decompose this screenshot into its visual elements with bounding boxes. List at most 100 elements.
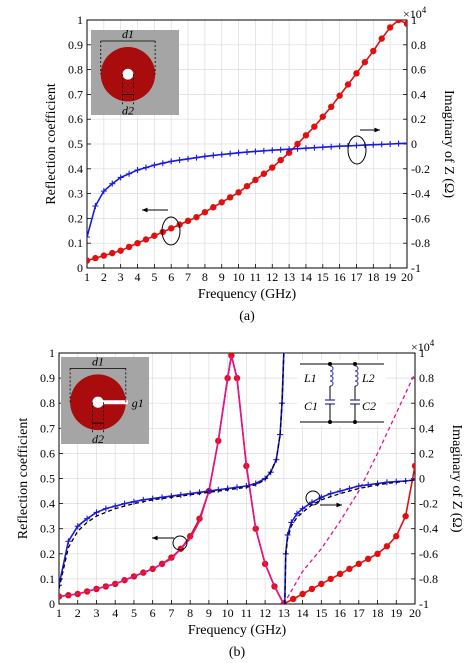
x-tick-label: 13 [283,270,295,284]
data-point [227,150,234,157]
x-tick-label: 11 [241,606,253,620]
x-tick-label: 14 [297,606,309,620]
circuit-node [328,362,332,366]
y-tick-label: 0.8 [68,63,83,77]
data-point [176,157,183,164]
y-tick-label: 0.5 [40,472,55,486]
data-point [159,228,166,236]
y-tick-label: 0.9 [68,38,83,52]
data-point [84,515,91,522]
circuit-node [353,362,357,366]
data-point [235,189,242,196]
data-point [159,160,166,167]
y2-tick-label: -1 [411,261,421,275]
y-tick-label: 0 [77,261,83,275]
y-tick-label: 0.1 [68,236,83,250]
x-tick-label: 4 [112,606,118,620]
data-point [383,479,390,486]
axis-indicator-arrow-head [152,535,158,541]
y-tick-label: 0 [49,597,55,611]
x-tick-label: 10 [222,606,234,620]
y2-tick-label: -0.8 [419,572,438,586]
data-point [327,490,334,497]
data-point [243,182,251,190]
data-point [196,489,203,496]
panel-b: 1 2 3 4 5 6 7 8 9 10 11 12 13 14 15 16 17 18 19 2000.10.20.… [16,338,464,660]
series-0 [87,20,407,264]
x-tick-label: 9 [206,606,212,620]
data-point [355,483,362,490]
data-point [404,140,407,147]
data-point [364,555,372,563]
inductor-symbol [329,365,334,387]
x-tick-label: 16 [334,606,346,620]
data-point [395,20,402,24]
data-point [277,146,284,153]
y2-tick-label: -0.2 [411,162,430,176]
series-2 [283,372,415,604]
data-point [243,483,250,490]
data-point [177,491,184,498]
data-point [327,575,334,583]
data-point [210,152,217,159]
data-point [294,145,301,152]
y-tick-label: 0.6 [40,446,55,460]
x-tick-label: 15 [317,270,329,284]
data-point [374,480,381,487]
y-tick-label: 0.3 [40,522,55,536]
data-point [235,149,242,156]
y2-tick-label: 0.6 [411,63,426,77]
x-tick-label: 7 [185,270,191,284]
y2-tick-label: 1 [419,346,425,360]
y2-tick-label: -0.4 [411,187,430,201]
y2-tick-label: 0.8 [419,371,434,385]
panel-a: 1 2 3 4 5 6 7 8 9 10 11 12 13 14 15 16 17 18 19 2000.10.20.… [44,5,456,324]
y2-tick-label: 0.6 [419,396,434,410]
y2-multiplier-exponent: 4 [430,338,435,348]
data-point [185,155,192,162]
y-tick-label: 0.8 [40,396,55,410]
data-point [218,199,225,206]
inset-slot [97,400,128,405]
x-tick-label: 8 [202,270,208,284]
data-point [252,148,259,155]
data-point [193,154,200,161]
inductor-symbol [354,365,359,387]
series-marker-circle [305,490,321,506]
data-point [130,498,137,505]
data-point [387,141,394,147]
y2-tick-label: -0.8 [411,236,430,250]
data-point [260,147,267,154]
data-point [109,249,116,257]
y-tick-label: 0.3 [68,187,83,201]
data-point [378,141,385,148]
axis-indicator-arrow-head [336,502,342,508]
x-tick-label: 8 [187,606,193,620]
data-point [294,140,301,148]
data-point [234,484,240,491]
data-point [184,217,192,225]
data-point [109,180,116,187]
data-point [262,475,269,482]
data-point [328,143,335,150]
data-point [346,565,353,573]
data-point [252,176,259,184]
y-axis-label: Reflection coefficient [44,83,59,205]
data-point [151,232,158,239]
panel-label: (b) [229,645,246,660]
x-tick-label: 11 [250,270,262,284]
series-marker-circle [172,535,188,551]
series-marker-ellipse [347,135,367,165]
data-point [355,560,362,568]
y-tick-label: 0.1 [40,572,55,586]
y2-tick-label: -0.4 [419,522,438,536]
x-tick-label: 4 [135,270,141,284]
y-tick-label: 0.7 [40,421,55,435]
x-tick-label: 10 [233,270,245,284]
data-point [187,490,194,497]
x-tick-label: 3 [118,270,124,284]
y-tick-label: 0.4 [68,162,83,176]
inset-d1-label: d1 [122,27,134,41]
panel-label: (a) [239,309,255,324]
data-point [102,505,109,512]
